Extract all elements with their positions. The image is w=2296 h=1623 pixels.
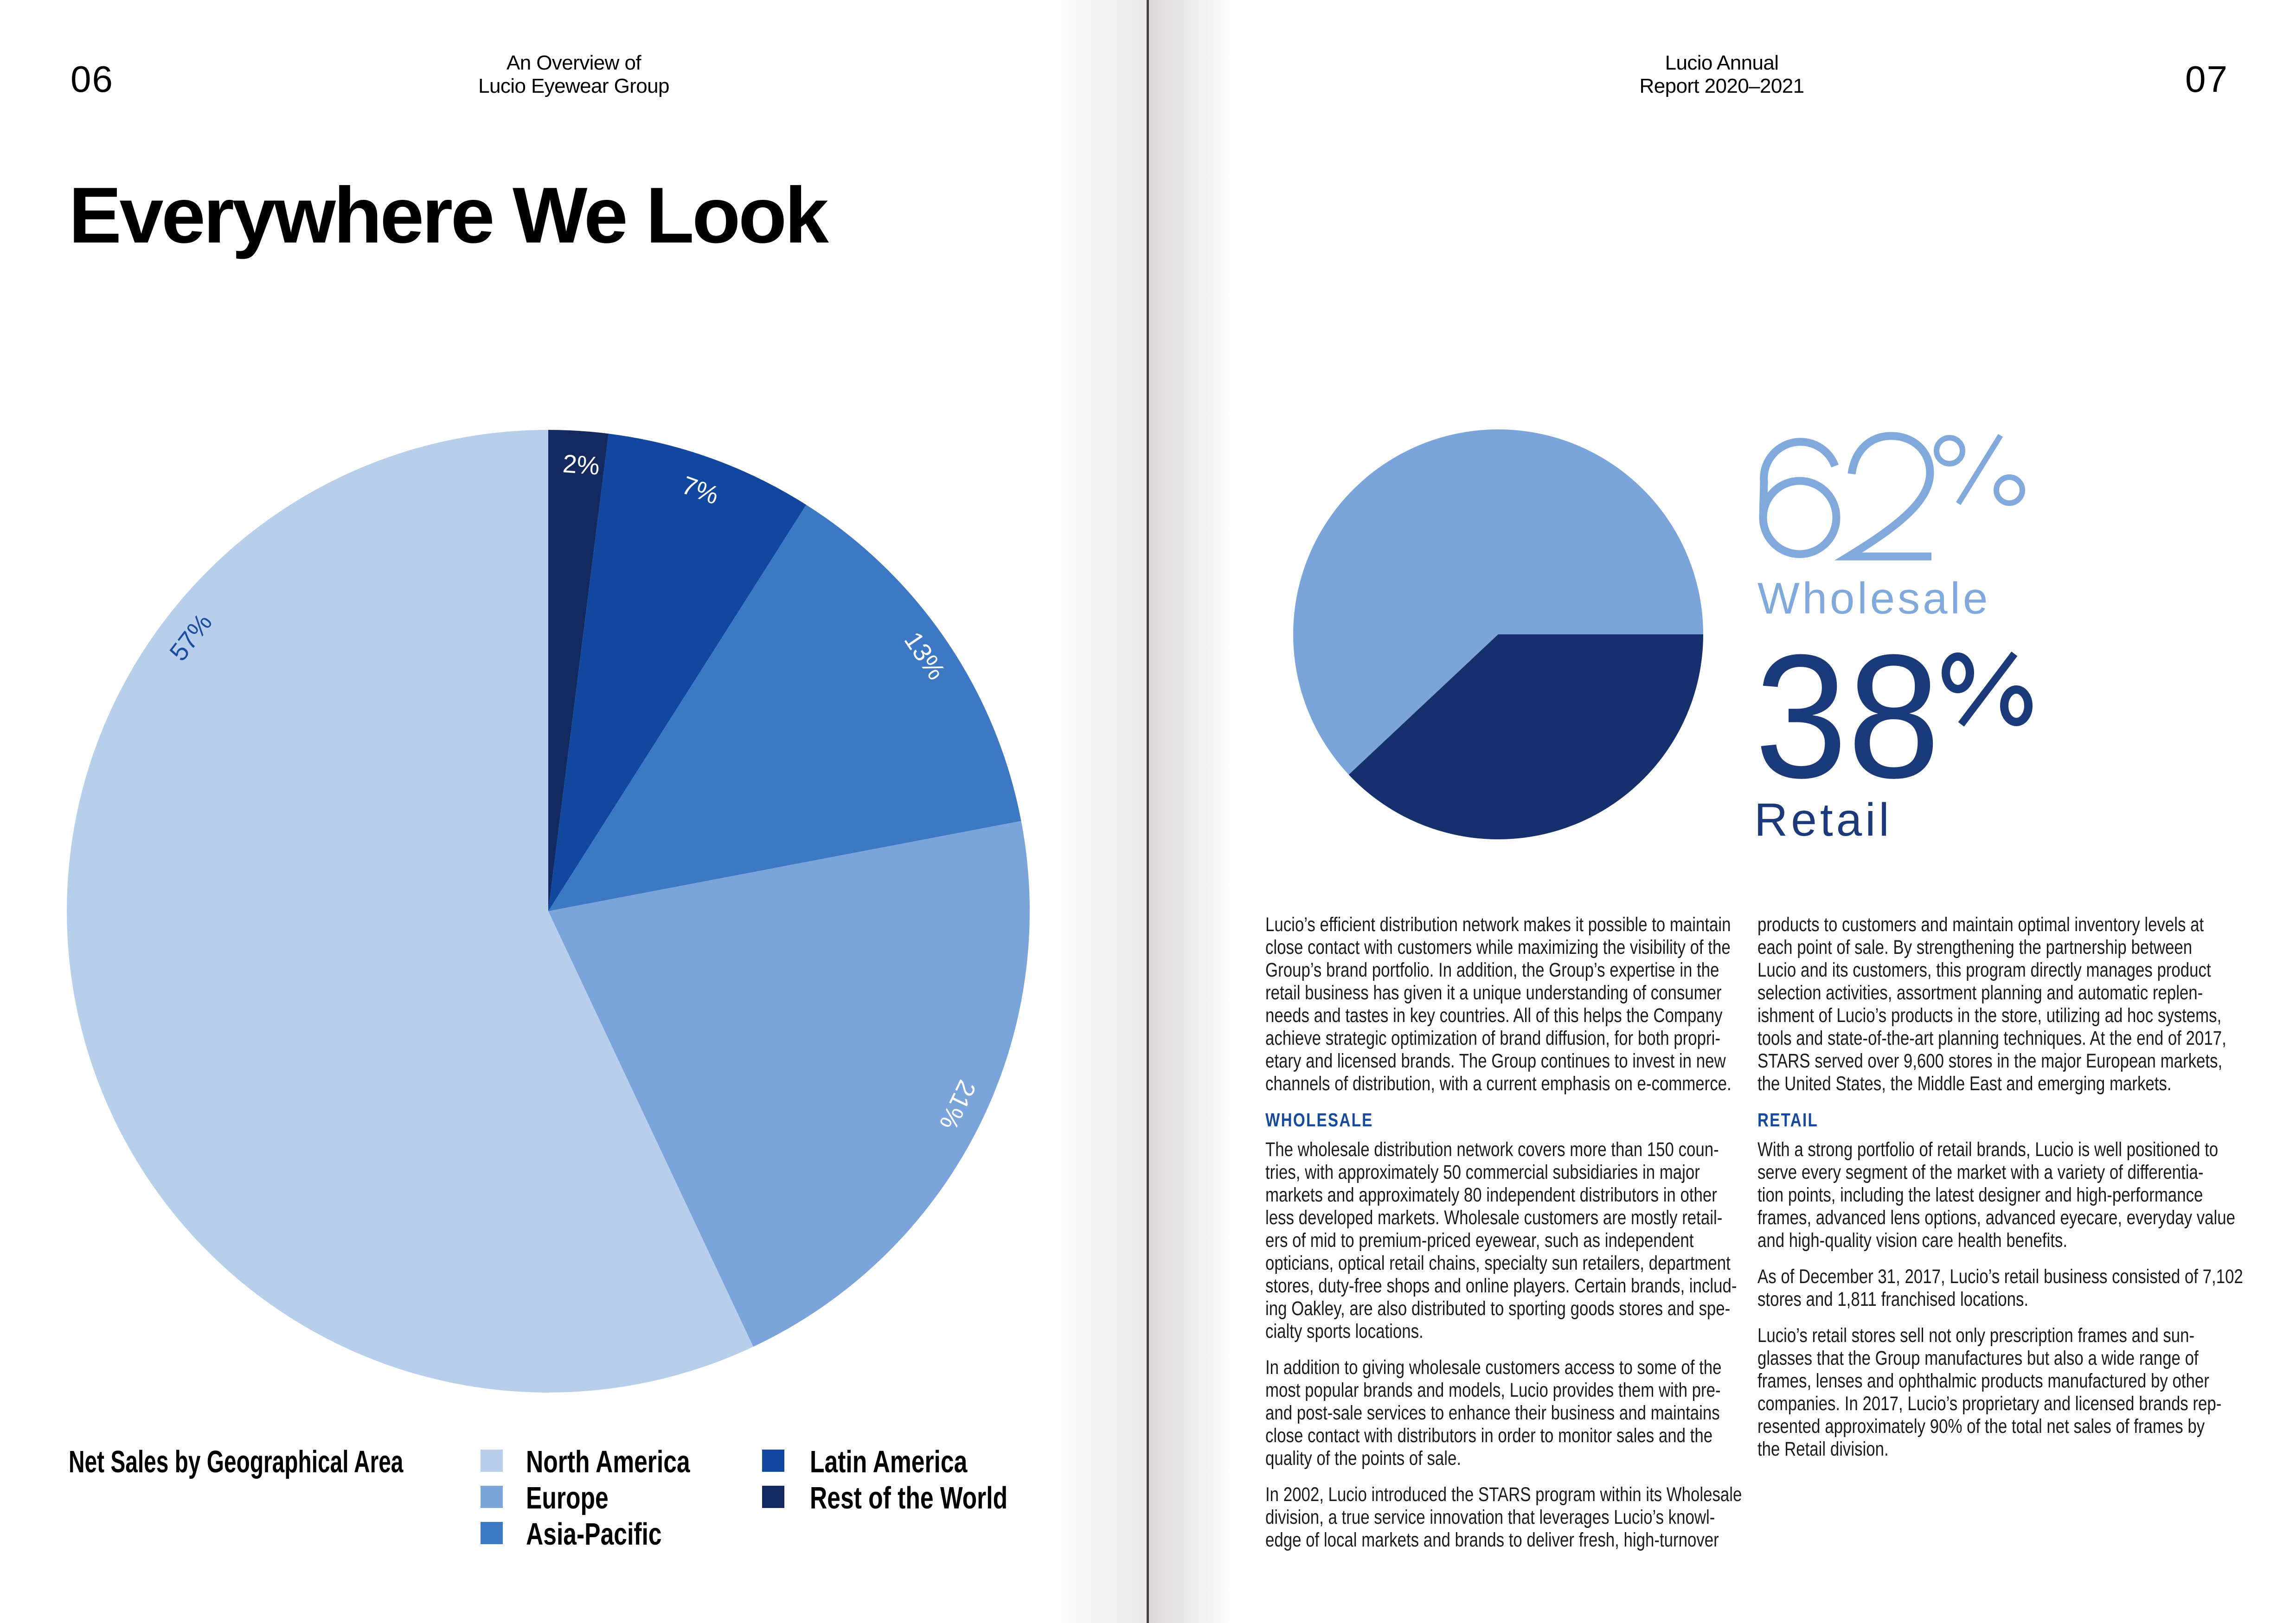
svg-text:2%: 2% <box>562 449 601 480</box>
